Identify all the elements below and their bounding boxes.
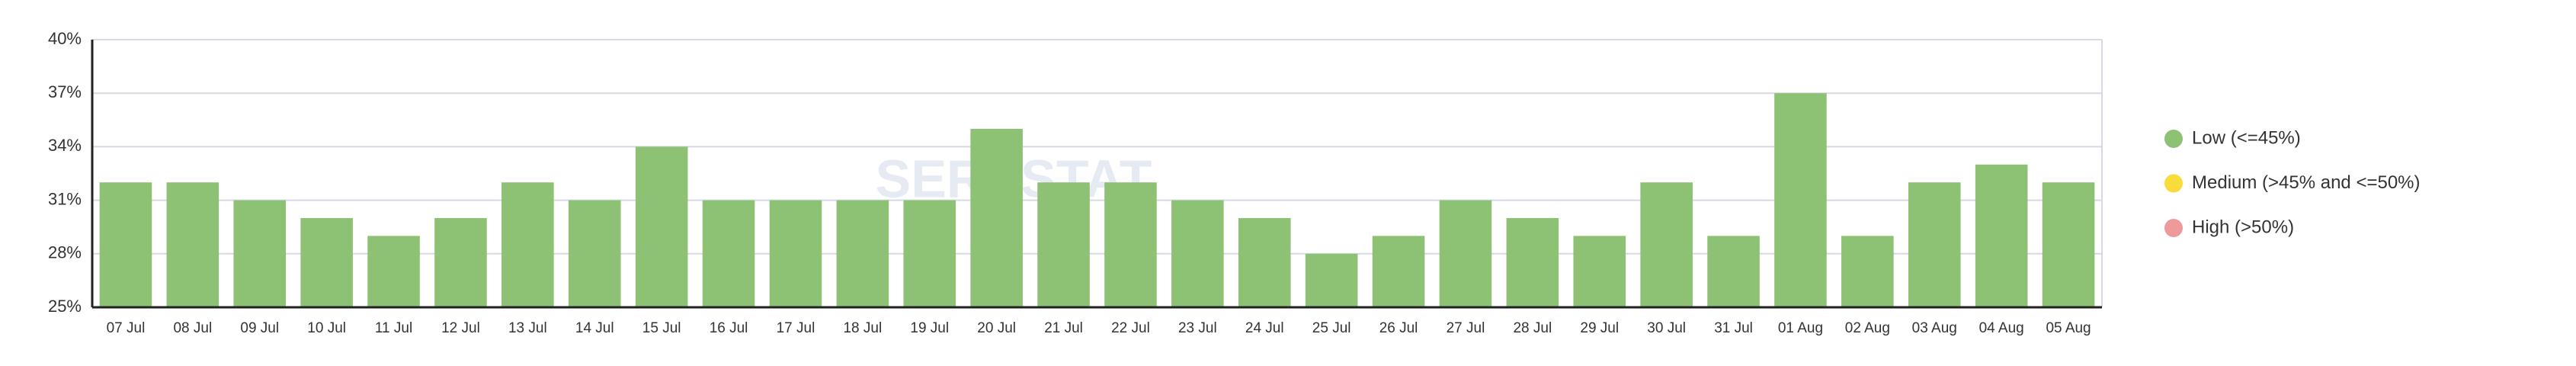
bar [1841, 236, 1894, 307]
bar [1238, 218, 1291, 307]
bar [501, 182, 554, 307]
bar [367, 236, 420, 307]
x-tick-label: 09 Jul [240, 320, 279, 336]
x-tick-label: 04 Aug [1979, 320, 2024, 336]
y-tick-label: 25% [48, 297, 82, 316]
bar [1774, 93, 1827, 307]
x-tick-label: 22 Jul [1111, 320, 1150, 336]
x-tick-label: 27 Jul [1447, 320, 1485, 336]
x-tick-label: 03 Aug [1912, 320, 1957, 336]
x-tick-label: 13 Jul [508, 320, 547, 336]
bar [1104, 182, 1157, 307]
y-tick-label: 37% [48, 82, 82, 101]
x-tick-label: 01 Aug [1778, 320, 1823, 336]
x-tick-label: 31 Jul [1714, 320, 1753, 336]
legend-marker [2164, 219, 2183, 237]
y-tick-label: 31% [48, 189, 82, 208]
bar [1975, 164, 2028, 307]
x-tick-label: 26 Jul [1379, 320, 1418, 336]
legend-marker [2164, 130, 2183, 148]
bar [836, 200, 889, 307]
x-tick-label: 16 Jul [710, 320, 748, 336]
bar [702, 200, 755, 307]
x-tick-label: 19 Jul [910, 320, 949, 336]
bar [1640, 182, 1693, 307]
bar [1506, 218, 1559, 307]
bar [1707, 236, 1760, 307]
x-tick-label: 05 Aug [2046, 320, 2091, 336]
bar [1372, 236, 1425, 307]
legend-label: Low (<=45%) [2192, 127, 2301, 148]
bar [1171, 200, 1224, 307]
bar [1037, 182, 1090, 307]
bar [970, 129, 1023, 307]
y-tick-label: 34% [48, 136, 82, 155]
y-tick-label: 28% [48, 243, 82, 262]
x-tick-label: 15 Jul [642, 320, 681, 336]
bar [1305, 253, 1358, 307]
x-tick-label: 08 Jul [173, 320, 212, 336]
legend-label: High (>50%) [2192, 217, 2294, 237]
legend-marker [2164, 174, 2183, 193]
x-tick-label: 28 Jul [1513, 320, 1552, 336]
bar [1908, 182, 1961, 307]
x-tick-label: 10 Jul [307, 320, 346, 336]
x-tick-label: 02 Aug [1845, 320, 1890, 336]
x-tick-label: 25 Jul [1312, 320, 1351, 336]
x-tick-label: 18 Jul [843, 320, 882, 336]
x-tick-label: 17 Jul [777, 320, 815, 336]
x-tick-label: 23 Jul [1178, 320, 1217, 336]
bar [300, 218, 353, 307]
bar [903, 200, 956, 307]
x-tick-label: 21 Jul [1044, 320, 1083, 336]
x-tick-label: 20 Jul [977, 320, 1016, 336]
x-tick-label: 07 Jul [107, 320, 146, 336]
bar [166, 182, 219, 307]
bar [233, 200, 287, 307]
bar [568, 200, 621, 307]
x-tick-label: 29 Jul [1580, 320, 1619, 336]
bar [635, 146, 688, 307]
bar [1573, 236, 1626, 307]
x-tick-label: 24 Jul [1245, 320, 1284, 336]
x-tick-label: 11 Jul [375, 320, 412, 336]
y-tick-label: 40% [48, 29, 82, 48]
bar [434, 218, 487, 307]
bar [769, 200, 822, 307]
legend-label: Medium (>45% and <=50%) [2192, 172, 2421, 193]
bar [99, 182, 152, 307]
bar [2042, 182, 2095, 307]
bar [1439, 200, 1492, 307]
x-tick-label: 14 Jul [575, 320, 614, 336]
x-tick-label: 12 Jul [441, 320, 480, 336]
x-tick-label: 30 Jul [1647, 320, 1686, 336]
